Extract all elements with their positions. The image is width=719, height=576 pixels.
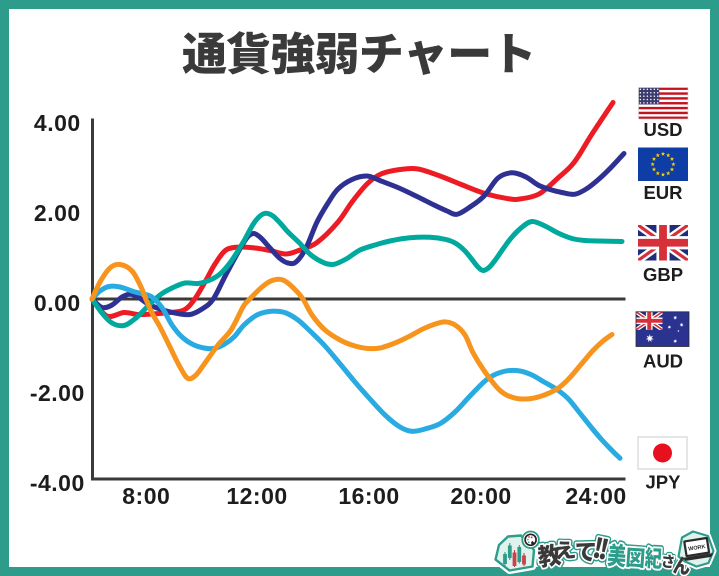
svg-text:20:00: 20:00 bbox=[450, 483, 511, 509]
svg-text:0.00: 0.00 bbox=[34, 290, 81, 316]
svg-text:8:00: 8:00 bbox=[122, 483, 170, 509]
svg-text:JPY: JPY bbox=[646, 472, 682, 493]
svg-text:AUD: AUD bbox=[643, 351, 683, 372]
svg-text:-4.00: -4.00 bbox=[30, 470, 85, 496]
svg-text:USD: USD bbox=[643, 119, 682, 140]
svg-text:GBP: GBP bbox=[643, 264, 683, 285]
svg-text:WORK: WORK bbox=[688, 544, 706, 553]
svg-text:16:00: 16:00 bbox=[338, 483, 399, 509]
svg-text:-2.00: -2.00 bbox=[30, 380, 85, 406]
svg-text:12:00: 12:00 bbox=[226, 483, 287, 509]
svg-text:4.00: 4.00 bbox=[34, 110, 81, 136]
svg-text:24:00: 24:00 bbox=[565, 483, 626, 509]
svg-text:2.00: 2.00 bbox=[34, 200, 81, 226]
svg-text:EUR: EUR bbox=[643, 182, 682, 203]
